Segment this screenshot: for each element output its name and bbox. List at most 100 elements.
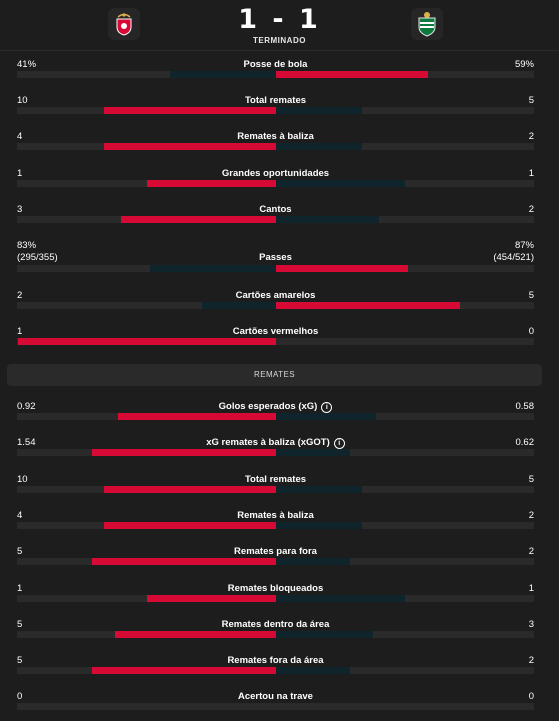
stat-label-text: Cantos: [259, 204, 292, 215]
home-stat-value: 1: [17, 583, 23, 594]
stat-label-text: Passes: [259, 252, 292, 263]
away-bar: [276, 413, 376, 420]
home-bar: [104, 486, 276, 493]
stat-label: Total remates: [17, 95, 534, 107]
home-stat-value: 10: [17, 95, 28, 106]
stat-label: Remates bloqueados: [17, 583, 534, 595]
stat-label: Golos esperados (xG) i: [17, 401, 534, 413]
away-stat-value: 59%: [514, 59, 534, 70]
stat-label: xG remates à baliza (xGOT) i: [17, 437, 534, 449]
home-bar: [150, 265, 276, 272]
stat-label-text: Remates para fora: [234, 546, 317, 557]
home-stat-value: 3: [17, 204, 23, 215]
comparison-bar: [17, 703, 534, 710]
stat-label-text: xG remates à baliza (xGOT): [206, 437, 330, 448]
home-stat-value: 2: [17, 290, 23, 301]
home-bar: [117, 413, 276, 420]
benfica-crest-icon: [116, 13, 132, 36]
stat-label: Remates à baliza: [17, 131, 534, 143]
comparison-bar: [17, 449, 534, 456]
info-icon[interactable]: i: [321, 402, 333, 413]
away-bar: [276, 265, 409, 272]
comparison-bar: [17, 302, 534, 309]
away-stat-value: 0: [528, 326, 534, 337]
away-bar: [276, 449, 351, 456]
stat-label-text: Cartões vermelhos: [232, 326, 319, 337]
stat-label: Grandes oportunidades: [17, 168, 534, 180]
away-stat-value: 2: [528, 131, 534, 142]
stat-label: Remates fora da área: [17, 655, 534, 667]
away-bar: [276, 522, 362, 529]
comparison-bar: [17, 486, 534, 493]
away-bar: [276, 216, 380, 223]
away-stat-value: 1: [528, 168, 534, 179]
away-bar: [276, 71, 429, 78]
stat-label: Remates dentro da área: [17, 619, 534, 631]
home-stat-value: 0: [17, 691, 23, 702]
match-header: 1 - 1 TERMINADO: [0, 0, 559, 50]
stat-row: 5 Remates dentro da área 3: [17, 619, 534, 649]
home-bar: [147, 595, 276, 602]
home-stat-value: 1: [17, 168, 23, 179]
sporting-crest-icon: [418, 12, 436, 37]
away-stat-value: 0.58: [515, 401, 535, 412]
stat-row: 10 Total remates 5: [17, 95, 534, 125]
home-stat-value: 5: [17, 546, 23, 557]
home-team-logo[interactable]: [108, 8, 140, 40]
comparison-bar: [17, 595, 534, 602]
comparison-bar: [17, 413, 534, 420]
away-bar: [276, 180, 405, 187]
away-stat-value: 0: [528, 691, 534, 702]
stat-label: Remates para fora: [17, 546, 534, 558]
match-score: 1 - 1: [238, 4, 321, 35]
away-bar: [276, 143, 362, 150]
stat-row: 83% Passes 87% (295/355) (454/521): [17, 240, 534, 272]
home-bar: [202, 302, 276, 309]
stat-label-text: Grandes oportunidades: [221, 168, 330, 179]
stat-row: 4 Remates à baliza 2: [17, 510, 534, 540]
home-bar: [18, 338, 276, 345]
comparison-bar: [17, 216, 534, 223]
stat-label: Cantos: [17, 204, 534, 216]
home-stat-value: 0.92: [17, 401, 36, 412]
home-stat-value: 4: [17, 510, 23, 521]
away-stat-value: 5: [528, 95, 534, 106]
home-bar: [121, 216, 276, 223]
home-stat-subvalue: (295/355): [17, 252, 58, 263]
stat-row: 1 Grandes oportunidades 1: [17, 168, 534, 198]
home-stat-value: 4: [17, 131, 23, 142]
away-bar: [276, 107, 362, 114]
home-stat-value: 10: [17, 474, 28, 485]
comparison-bar: [17, 522, 534, 529]
stat-row: 3 Cantos 2: [17, 204, 534, 234]
stat-label-text: Total remates: [244, 95, 307, 106]
home-stat-value: 83%: [17, 240, 37, 251]
stat-row: 5 Remates para fora 2: [17, 546, 534, 576]
away-stat-value: 2: [528, 204, 534, 215]
comparison-bar: [17, 143, 534, 150]
stat-row: 1 Cartões vermelhos 0: [17, 326, 534, 356]
stat-label-text: Remates bloqueados: [227, 583, 324, 594]
comparison-bar: [17, 265, 534, 272]
comparison-bar: [17, 338, 534, 345]
away-bar: [276, 595, 405, 602]
away-bar: [276, 667, 350, 674]
stat-row: 0.92 Golos esperados (xG) i 0.58: [17, 401, 534, 431]
comparison-bar: [17, 667, 534, 674]
stat-label: Passes: [17, 252, 534, 264]
home-stat-value: 1.54: [17, 437, 36, 448]
away-stat-value: 2: [528, 655, 534, 666]
comparison-bar: [17, 71, 534, 78]
home-bar: [104, 522, 276, 529]
stat-row: 41% Posse de bola 59%: [17, 59, 534, 89]
info-icon[interactable]: i: [333, 438, 345, 449]
stat-label-text: Posse de bola: [243, 59, 308, 70]
stat-label-text: Remates fora da área: [227, 655, 324, 666]
away-bar: [276, 486, 362, 493]
home-bar: [170, 71, 276, 78]
comparison-bar: [17, 631, 534, 638]
stat-row: 1 Remates bloqueados 1: [17, 583, 534, 613]
home-stat-value: 5: [17, 655, 23, 666]
away-stat-value: 2: [528, 546, 534, 557]
away-team-logo[interactable]: [411, 8, 443, 40]
